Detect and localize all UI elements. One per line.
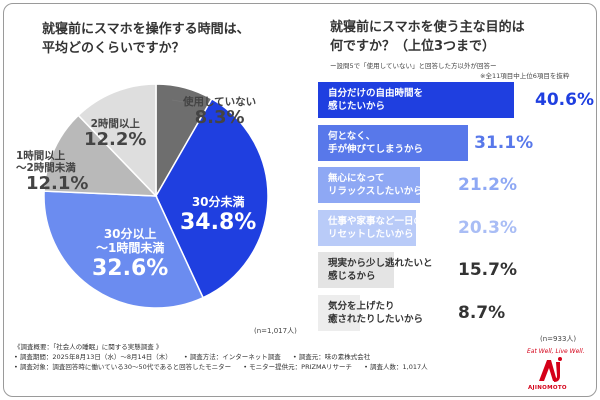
bar-label-0: 自分だけの自由時間を 感じたいから <box>328 88 424 112</box>
bar-value-0: 40.6% <box>535 90 594 110</box>
bar-label-4: 現実から少し逃れたいと 感じるから <box>328 258 433 283</box>
pie-slice-1 <box>155 97 269 299</box>
bar-value-3: 20.3% <box>458 217 517 238</box>
right-title-line2: 何ですか？（上位3つまで） <box>330 39 496 54</box>
pie-label-none: 使用していない 8.3% <box>183 96 256 129</box>
ajinomoto-logo-icon <box>539 357 562 382</box>
left-sample-size: (n=1,017人) <box>254 327 297 335</box>
footer-count: • 調査人数：1,017人 <box>364 363 428 371</box>
bar-row-4: 現実から少し逃れたいと 感じるから 15.7% <box>318 252 598 289</box>
bar-label-5: 気分を上げたり 癒されたりしたいから <box>328 301 424 325</box>
right-sample-size: (n=933人) <box>540 335 577 343</box>
pie-label-under30: 30分未満 34.8% <box>180 195 257 235</box>
pie-pct-under30: 34.8% <box>180 209 257 235</box>
bar-value-4: 15.7% <box>458 260 517 281</box>
left-question-title: 就寝前にスマホを操作する時間は、 平均どのくらいですか？ <box>42 20 250 58</box>
pie-label-1to2h: 1時間以上 ～2時間未満 12.1% <box>16 150 88 195</box>
pie-pct-2hplus: 12.2% <box>84 129 147 151</box>
right-title-line1: 就寝前にスマホを使う主な目的は <box>330 20 525 35</box>
bar-row-1: 何となく、 手が伸びてしまうから 31.1% <box>318 124 598 161</box>
right-note-2: ※全11項目中上位6項目を抜粋 <box>480 72 570 80</box>
pie-pct-none: 8.3% <box>194 107 245 129</box>
footer-target: • 調査対象：調査回答時に働いている30～50代であると回答したモニター <box>14 363 232 371</box>
survey-footer: 《調査概要：「社会人の睡眠」に関する実態調査 》 • 調査期間：2025年8月1… <box>14 342 574 372</box>
pie-cat-2hplus: 2時間以上 <box>90 118 140 130</box>
right-note-1: ー設問5で「使用していない」と回答した方以外が回答ー <box>330 62 497 70</box>
pie-slice-2 <box>43 190 205 309</box>
pie-label-30to60: 30分以上 ～1時間未満 32.6% <box>92 227 169 281</box>
bar-label-3: 仕事や家事など一日のストレスを リセットしたいから <box>328 215 471 240</box>
bar-value-2: 21.2% <box>458 175 517 196</box>
footer-method: • 調査方法：インターネット調査 <box>183 353 281 361</box>
pie-pct-1to2h: 12.1% <box>26 173 89 195</box>
bar-label-1: 何となく、 手が伸びてしまうから <box>328 130 424 155</box>
bar-fill-5 <box>318 295 360 331</box>
footer-source: • 調査元：味の素株式会社 <box>292 353 371 361</box>
card-frame <box>3 3 597 397</box>
bar-fill-4 <box>318 252 394 289</box>
bar-value-1: 31.1% <box>474 132 534 153</box>
pie-cat-none: 使用していない <box>183 96 257 108</box>
bar-row-2: 無心になって リラックスしたいから 21.2% <box>318 167 598 204</box>
pie-leader-line <box>171 99 197 105</box>
bar-fill-2 <box>318 167 421 204</box>
pie-pct-30to60: 32.6% <box>92 255 169 281</box>
pie-cat-under30: 30分未満 <box>191 195 245 209</box>
bar-row-3: 仕事や家事など一日のストレスを リセットしたいから 20.3% <box>318 209 598 246</box>
footer-title: 《調査概要：「社会人の睡眠」に関する実態調査 》 <box>14 343 163 351</box>
footer-row-1: • 調査期間：2025年8月13日（水）～8月14日（木） • 調査方法：インタ… <box>14 352 574 362</box>
pie-cat-1to2h: 1時間以上 ～2時間未満 <box>16 150 76 175</box>
pie-slice-4 <box>77 83 157 198</box>
left-title-line1: 就寝前にスマホを操作する時間は、 <box>42 22 250 37</box>
footer-period: • 調査期間：2025年8月13日（水）～8月14日（木） <box>14 353 172 361</box>
logo-wordmark: AJINOMOTO <box>528 385 567 391</box>
bar-label-2: 無心になって リラックスしたいから <box>328 173 423 198</box>
right-question-title: 就寝前にスマホを使う主な目的は 何ですか？（上位3つまで） <box>330 18 525 56</box>
bar-value-5: 8.7% <box>458 303 506 323</box>
bar-fill-1 <box>318 124 469 161</box>
logo-tagline: Eat Well, Live Well. <box>527 348 585 355</box>
footer-provider: • モニター提供元：PRIZMAリサーチ <box>243 363 353 371</box>
pie-slice-3 <box>43 114 158 197</box>
pie-cat-30to60: 30分以上 ～1時間未満 <box>95 227 165 255</box>
footer-row-2: • 調査対象：調査回答時に働いている30～50代であると回答したモニター • モ… <box>14 362 574 372</box>
pie-label-2hplus: 2時間以上 12.2% <box>84 118 146 151</box>
bar-row-0: 自分だけの自由時間を 感じたいから 40.6% <box>318 82 598 118</box>
left-title-line2: 平均どのくらいですか？ <box>42 41 185 56</box>
bar-fill-0 <box>318 82 514 118</box>
bar-row-5: 気分を上げたり 癒されたりしたいから 8.7% <box>318 295 598 331</box>
bar-fill-3 <box>318 209 416 246</box>
